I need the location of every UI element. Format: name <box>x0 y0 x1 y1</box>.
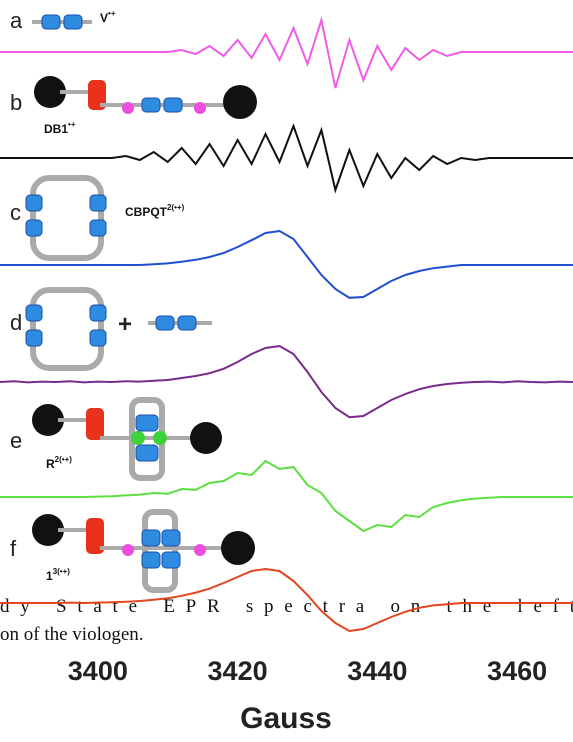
label-text: DB1 <box>44 122 68 136</box>
label-text: CBPQT <box>125 205 168 219</box>
spectrum <box>0 459 573 533</box>
x-tick-label: 3420 <box>208 656 268 686</box>
x-tick-label: 3460 <box>487 656 547 686</box>
label-text: 1 <box>46 569 53 583</box>
molecule-icons <box>25 14 257 593</box>
x-axis-label: Gauss <box>240 702 332 735</box>
label-sup: •+ <box>68 120 76 129</box>
panel-letter: b <box>10 90 22 115</box>
caption-line: on of the viologen. <box>0 624 144 645</box>
panel-letter: e <box>10 428 22 453</box>
label-sup: 2(•+) <box>55 455 73 464</box>
panel-letter: c <box>10 200 21 225</box>
label-sup: •+ <box>108 9 116 18</box>
panel-letter: a <box>10 8 23 33</box>
caption-line: dy State EPR spectra on the left <box>0 596 573 617</box>
x-tick-label: 3400 <box>68 656 128 686</box>
plus-sign: + <box>118 311 132 338</box>
label-text: R <box>46 457 55 471</box>
spectrum <box>0 229 573 299</box>
spectrum <box>0 16 573 89</box>
molecule-label: R2(•+) <box>46 455 72 471</box>
spectrum <box>0 567 573 633</box>
label-text: V <box>100 11 108 25</box>
molecule-label: DB1•+ <box>44 120 76 136</box>
molecule-label: 13(•+) <box>46 567 70 583</box>
label-sup: 3(•+) <box>53 567 71 576</box>
molecule-label: CBPQT2(•+) <box>125 203 185 219</box>
molecule-label: V•+ <box>100 9 116 25</box>
x-tick-label: 3440 <box>347 656 407 686</box>
spectrum <box>0 123 573 194</box>
panel-letter: d <box>10 310 22 335</box>
label-sup: 2(•+) <box>167 203 185 212</box>
spectrum <box>0 344 573 419</box>
panel-letter: f <box>10 536 17 561</box>
